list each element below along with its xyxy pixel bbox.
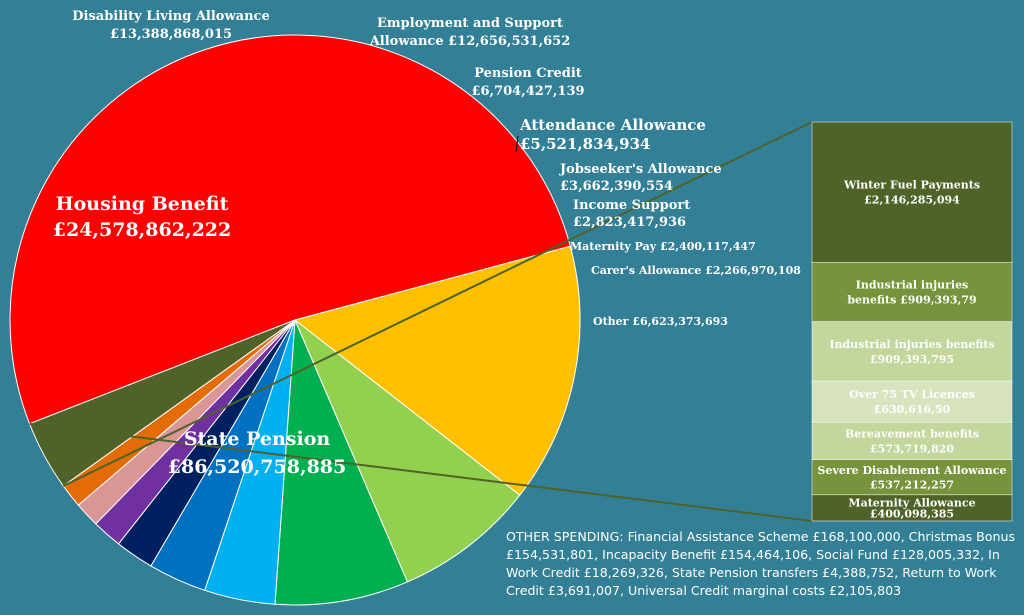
other-spending-note: OTHER SPENDING: Financial Assistance Sch… (506, 529, 1016, 598)
bar-segment-label: Bereavement benefits (845, 428, 979, 441)
pie-label-pension-credit: Pension Credit (474, 66, 582, 81)
connector-line-top (62, 121, 813, 487)
pie-label-pension-credit: £6,704,427,139 (471, 84, 584, 99)
pie-label-dla: Disability Living Allowance (72, 9, 269, 24)
bar-segment-label: Industrial injuries benefits (829, 338, 994, 351)
bar-segment-7 (811, 494, 1013, 522)
pie-label-esa: Employment and Support (377, 16, 563, 31)
bar-segment-label: Severe Disablement Allowance (818, 464, 1007, 477)
bar-segment-3 (811, 321, 1013, 382)
bar-segment-5 (811, 422, 1013, 461)
pie-label-attendance: £5,521,834,934 (520, 135, 650, 153)
pie-label-housing-benefit: Housing Benefit (56, 193, 229, 215)
bar-segment-6 (811, 459, 1013, 496)
pie-labels: State Pension £86,520,758,885 Housing Bene… (53, 9, 801, 478)
bar-segment-label: Over 75 TV Licences (849, 388, 975, 401)
breakdown-connector-lines (29, 121, 813, 522)
bar-segment-label: £400,098,385 (870, 507, 954, 520)
pie-label-esa: Allowance £12,656,531,652 (369, 34, 571, 49)
pie-label-jobseekers: Jobseeker's Allowance (559, 162, 722, 177)
pie-label-income-support: £2,823,417,936 (573, 215, 686, 230)
bar-segment-label: £909,393,795 (870, 353, 954, 366)
bar-segment-label: £537,212,257 (870, 479, 954, 492)
bar-segment-label: Maternity Allowance (848, 496, 975, 509)
bar-segment-label: Industrial injuries (856, 278, 969, 291)
other-breakdown-bar: Winter Fuel Payments £2,146,285,094 Indust… (811, 121, 1013, 522)
pie-label-income-support: Income Support (573, 198, 690, 213)
pie-label-state-pension: State Pension (184, 428, 331, 450)
pie-slice-disability-living-allowance (294, 319, 521, 583)
bar-segment-label: £630,616,50 (874, 403, 951, 416)
pie-label-attendance: Attendance Allowance (519, 116, 706, 134)
pie-label-jobseekers: £3,662,390,554 (560, 179, 673, 194)
pie-label-maternity-pay: Maternity Pay £2,400,117,447 (570, 240, 756, 253)
pie-label-other: Other £6,623,373,693 (593, 315, 728, 328)
pie-chart (9, 34, 581, 606)
attendance-leader-line (515, 135, 519, 153)
bar-segment-label: benefits £909,393,79 (847, 293, 976, 306)
bar-segment-2 (811, 261, 1013, 322)
pie-label-carers: Carer's Allowance £2,266,970,108 (591, 264, 801, 277)
pie-label-state-pension: £86,520,758,885 (168, 456, 347, 478)
bar-segment-4 (811, 380, 1013, 423)
bar-segment-label: £2,146,285,094 (864, 194, 960, 207)
bar-segment-1 (811, 121, 1013, 263)
pie-label-dla: £13,388,868,015 (110, 27, 232, 42)
pie-slice-housing-benefit (293, 245, 581, 496)
pie-label-housing-benefit: £24,578,862,222 (53, 219, 232, 241)
bar-segment-label: Winter Fuel Payments (843, 179, 980, 192)
pie-slice-state-pension (9, 34, 571, 425)
bar-segment-label: £573,719,820 (870, 443, 955, 456)
connector-line-bottom (29, 422, 813, 522)
